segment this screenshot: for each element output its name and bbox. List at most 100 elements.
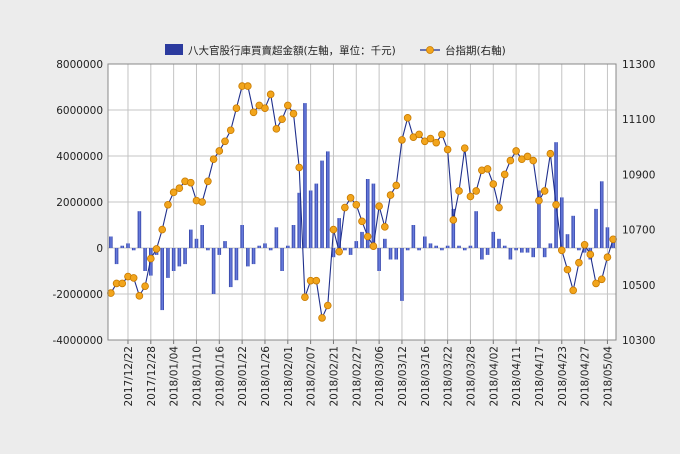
bar: [462, 248, 467, 251]
bar: [257, 245, 262, 248]
line-point: [592, 279, 600, 288]
bar: [297, 192, 301, 248]
bar: [594, 208, 598, 248]
line-point: [152, 245, 161, 253]
bar: [502, 245, 507, 248]
bar: [314, 183, 319, 248]
line-point: [164, 200, 172, 209]
bar: [577, 248, 581, 251]
line-point: [346, 194, 355, 202]
right-axis-tick-label: 11100: [622, 114, 655, 126]
bar: [343, 248, 347, 251]
line-point: [597, 275, 606, 284]
line-point: [186, 178, 195, 187]
bar: [445, 245, 450, 248]
bar: [491, 231, 496, 248]
x-tick-label: 2018/01/04: [169, 346, 181, 407]
line-point: [289, 109, 298, 118]
bar: [274, 227, 279, 248]
bar: [348, 248, 353, 255]
line-point: [523, 152, 532, 161]
x-tick-label: 2018/01/22: [237, 346, 249, 407]
bar: [605, 227, 610, 248]
bar: [114, 248, 119, 265]
line-point: [204, 177, 212, 186]
line-point: [455, 187, 463, 195]
line-point: [341, 203, 349, 212]
legend-label-bar: 八大官股行庫買賣超金額(左軸，單位：千元): [188, 44, 396, 57]
line-point: [335, 247, 343, 256]
right-axis-tick-label: 11300: [622, 59, 655, 71]
line-point: [249, 108, 258, 117]
bar: [365, 179, 370, 248]
legend-marker: [426, 46, 434, 54]
bar: [160, 248, 164, 311]
bar: [548, 243, 553, 248]
x-tick-label: 2018/02/07: [306, 346, 318, 407]
bar: [177, 248, 182, 267]
line-point: [392, 181, 401, 190]
line-point: [603, 253, 612, 262]
bar: [582, 248, 587, 253]
bar: [480, 248, 484, 260]
line-point: [449, 216, 458, 224]
bar: [268, 248, 273, 251]
line-point: [266, 90, 275, 99]
bar: [451, 208, 456, 248]
line-point: [500, 170, 509, 179]
line-point: [209, 155, 218, 164]
right-axis-tick-label: 10700: [622, 225, 655, 237]
line-point: [403, 114, 412, 122]
x-tick-label: 2018/03/16: [420, 346, 432, 407]
bar: [440, 248, 444, 251]
bar: [171, 248, 176, 271]
bar: [234, 248, 239, 281]
x-tick-label: 2018/02/01: [283, 346, 295, 407]
line-point: [329, 225, 338, 234]
bar: [354, 241, 359, 248]
bar: [200, 225, 204, 248]
line-point: [529, 156, 538, 165]
bar: [497, 238, 501, 248]
line-point: [415, 130, 423, 139]
line-point: [272, 125, 281, 133]
line-point: [438, 130, 446, 139]
x-tick-label: 2018/03/22: [443, 346, 455, 407]
line-point: [557, 246, 566, 255]
line-point: [546, 149, 555, 158]
bar: [565, 234, 570, 248]
right-axis-tick-label: 10300: [622, 335, 655, 347]
line-point: [323, 301, 332, 310]
line-point: [232, 104, 241, 112]
bar: [263, 243, 267, 248]
line-point: [118, 279, 127, 288]
line-point: [575, 258, 583, 267]
bar: [325, 151, 330, 248]
bar: [434, 245, 438, 248]
x-tick-label: 2018/04/17: [534, 346, 546, 407]
line-point: [472, 187, 480, 195]
bar: [474, 211, 478, 248]
left-axis-tick-label: 8000000: [56, 59, 103, 71]
bar: [360, 231, 364, 248]
line-point: [283, 101, 292, 110]
bar: [400, 248, 404, 301]
x-tick-label: 2017/12/28: [146, 346, 158, 407]
x-tick-label: 2018/03/06: [374, 346, 386, 407]
line-point: [512, 147, 520, 155]
bar: [246, 248, 250, 267]
bar: [554, 142, 558, 248]
line-point: [129, 274, 138, 282]
bar: [143, 248, 147, 271]
line-point: [569, 286, 577, 295]
line-point: [540, 187, 549, 195]
bar: [308, 190, 313, 248]
line-point: [175, 184, 184, 193]
bar: [599, 181, 604, 248]
bar: [411, 225, 416, 248]
bar: [320, 160, 324, 248]
x-tick-label: 2018/01/26: [260, 346, 272, 407]
line-point: [158, 225, 167, 234]
line-point: [358, 217, 366, 226]
